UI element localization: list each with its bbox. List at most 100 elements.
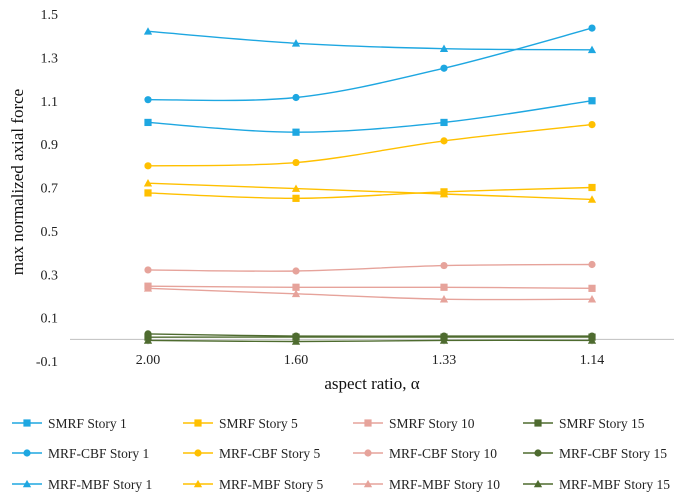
legend-item: SMRF Story 10 [353, 416, 475, 431]
series-lines [147, 27, 593, 343]
data-point [440, 137, 448, 145]
legend-item: SMRF Story 5 [183, 416, 298, 431]
legend-label: MRF-CBF Story 5 [219, 446, 321, 461]
series-line [147, 333, 592, 337]
legend-marker [23, 419, 31, 427]
legend-label: SMRF Story 1 [48, 416, 127, 431]
legend-item: MRF-MBF Story 15 [523, 477, 670, 492]
data-point [292, 283, 300, 291]
series-markers [143, 24, 597, 345]
legend-marker [364, 449, 372, 457]
legend-marker [534, 449, 542, 457]
legend-marker [22, 479, 32, 488]
data-point [588, 183, 596, 192]
data-point [292, 194, 300, 202]
data-point [292, 158, 300, 167]
y-axis-label: max normalized axial force [8, 89, 27, 275]
data-point [291, 337, 301, 345]
legend-marker [533, 479, 543, 488]
data-point [291, 184, 301, 192]
data-point [292, 332, 300, 340]
legend: SMRF Story 1 SMRF Story 5 SMRF Story 10 SMR… [12, 416, 670, 492]
data-point [143, 179, 153, 187]
legend-marker [194, 419, 202, 427]
data-point [143, 284, 153, 292]
x-tick-label: 1.60 [284, 353, 309, 368]
data-point [291, 39, 301, 47]
data-point [439, 295, 449, 303]
series-line [147, 27, 593, 102]
series-line [147, 285, 593, 289]
y-tick-label: 1.5 [41, 8, 59, 23]
y-tick-label: -0.1 [36, 355, 58, 370]
legend-marker [23, 449, 31, 457]
series-line [147, 100, 593, 133]
series-line [147, 186, 593, 200]
data-point [439, 44, 449, 53]
y-tick-label: 0.3 [41, 268, 59, 283]
legend-item: MRF-CBF Story 10 [353, 446, 497, 461]
data-point [291, 289, 301, 298]
y-tick-label: 1.1 [41, 95, 59, 110]
series-line [147, 182, 593, 201]
data-point [440, 261, 448, 270]
data-point [440, 64, 448, 72]
data-point [144, 162, 152, 170]
legend-item: SMRF Story 1 [12, 416, 127, 431]
series-line [147, 30, 593, 51]
legend-item: SMRF Story 15 [523, 416, 645, 431]
legend-label: MRF-MBF Story 15 [559, 477, 670, 492]
legend-label: MRF-CBF Story 10 [389, 446, 497, 461]
data-point [588, 332, 596, 340]
data-point [588, 97, 596, 105]
y-tick-label: 0.9 [41, 138, 59, 153]
data-point [144, 118, 152, 127]
data-point [587, 195, 597, 203]
data-point [588, 260, 596, 269]
legend-item: MRF-MBF Story 5 [183, 477, 324, 492]
data-point [587, 336, 597, 344]
data-point [144, 189, 152, 197]
series-line [147, 123, 593, 167]
legend-label: MRF-MBF Story 10 [389, 477, 500, 492]
data-point [440, 283, 448, 291]
legend-label: MRF-CBF Story 1 [48, 446, 149, 461]
legend-label: SMRF Story 15 [559, 416, 645, 431]
data-point [588, 121, 596, 129]
legend-label: MRF-CBF Story 15 [559, 446, 667, 461]
data-point [144, 330, 152, 338]
data-point [144, 266, 152, 274]
legend-label: MRF-MBF Story 1 [48, 477, 152, 492]
legend-label: SMRF Story 10 [389, 416, 475, 431]
data-point [292, 267, 300, 275]
legend-item: MRF-MBF Story 1 [12, 477, 152, 492]
data-point [588, 284, 596, 292]
legend-label: MRF-MBF Story 5 [219, 477, 324, 492]
legend-marker [194, 449, 202, 457]
y-tick-label: 0.1 [41, 312, 59, 327]
x-axis-ticks: 2.00 1.60 1.33 1.14 [136, 339, 605, 368]
y-tick-label: 0.7 [41, 182, 59, 197]
y-tick-label: 0.5 [41, 225, 59, 240]
legend-item: MRF-CBF Story 1 [12, 446, 149, 461]
data-point [440, 332, 448, 340]
y-axis-ticks: -0.1 0.1 0.3 0.5 0.7 0.9 1.1 1.3 1.5 [36, 8, 58, 370]
series-line [147, 287, 593, 301]
x-tick-label: 1.33 [432, 353, 457, 368]
series-line [147, 339, 593, 343]
data-point [292, 128, 300, 136]
series-line [147, 263, 593, 272]
legend-item: MRF-CBF Story 15 [523, 446, 667, 461]
legend-label: SMRF Story 5 [219, 416, 298, 431]
y-tick-label: 1.3 [41, 51, 59, 66]
data-point [587, 295, 597, 303]
x-tick-label: 1.14 [580, 353, 605, 368]
x-axis-label: aspect ratio, α [324, 374, 419, 393]
data-point [588, 24, 596, 32]
data-point [439, 189, 449, 198]
legend-item: MRF-MBF Story 10 [353, 477, 500, 492]
legend-marker [364, 419, 372, 427]
legend-marker [363, 479, 373, 488]
data-point [143, 27, 153, 35]
